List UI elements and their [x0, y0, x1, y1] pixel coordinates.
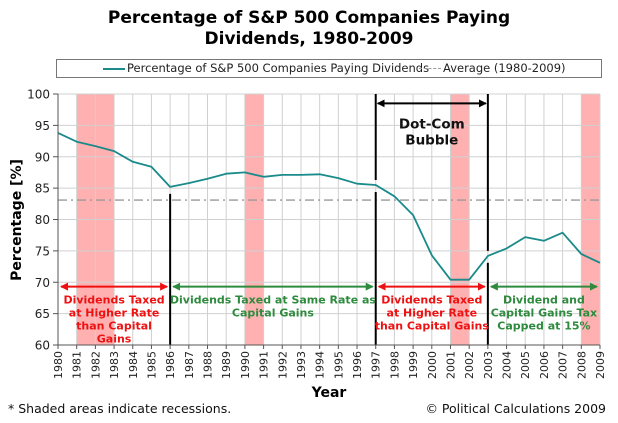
y-tick-label: 100	[27, 88, 50, 102]
x-tick-label: 1980	[52, 351, 65, 379]
footer-credit: © Political Calculations 2009	[425, 401, 606, 416]
y-tick-label: 60	[35, 339, 50, 353]
x-tick-label: 2002	[463, 351, 476, 379]
x-tick-label: 1994	[314, 351, 327, 379]
series-group	[57, 132, 601, 281]
era-label-line: Capital Gains	[232, 307, 314, 320]
y-tick-label: 70	[35, 276, 50, 290]
y-tick-label: 75	[35, 244, 50, 258]
x-tick-label: 2007	[557, 351, 570, 379]
x-tick-label: 2003	[482, 351, 495, 379]
x-tick-label: 1999	[407, 351, 420, 379]
x-tick-label: 1982	[89, 351, 102, 379]
x-axis-title: Year	[311, 385, 347, 401]
y-tick-label: 85	[35, 182, 50, 196]
legend-label-series: Percentage of S&P 500 Companies Paying D…	[127, 61, 430, 75]
x-tick-label: 2006	[538, 351, 551, 379]
x-tick-label: 2005	[519, 351, 532, 379]
x-tick-label: 1987	[183, 351, 196, 379]
x-tick-label: 1990	[239, 351, 252, 379]
x-tick-label: 2008	[575, 351, 588, 379]
chart-title-line2: Dividends, 1980-2009	[204, 29, 414, 49]
x-tick-label: 2004	[501, 351, 514, 379]
era-label-line: than Capital Gains	[375, 320, 490, 333]
y-axis-title: Percentage [%]	[9, 159, 25, 281]
era-label-line: at Higher Rate	[69, 307, 160, 320]
x-tick-label: 1993	[295, 351, 308, 379]
x-tick-label: 1989	[220, 351, 233, 379]
x-tick-label: 2009	[594, 351, 607, 379]
divider-group	[169, 94, 489, 345]
era-label-line: at Higher Rate	[387, 307, 478, 320]
era-label-line: than Capital	[76, 320, 152, 333]
x-tick-label: 1986	[164, 351, 177, 379]
legend-item-series: Percentage of S&P 500 Companies Paying D…	[103, 61, 429, 76]
x-tick-label: 1981	[71, 351, 84, 379]
chart-legend: Percentage of S&P 500 Companies Paying D…	[56, 59, 602, 78]
y-tick-label: 95	[35, 119, 50, 133]
x-tick-label: 1998	[388, 351, 401, 379]
x-tick-label: 1997	[370, 351, 383, 379]
x-tick-label: 1983	[108, 351, 121, 379]
x-tick-label: 1995	[332, 351, 345, 379]
axes-group: 60 65 70 75 80 85 90 95 100 1980 1981 1982 1983 1984 1…	[27, 88, 607, 380]
x-tick-label: 1992	[276, 351, 289, 379]
era-label-line: Dividends Taxed at Same Rate as	[170, 294, 376, 307]
era-label-line: Dividends Taxed	[63, 294, 164, 307]
x-tick-label: 1985	[145, 351, 158, 379]
legend-swatch-series	[103, 67, 125, 70]
era-label-line: Gains	[97, 333, 132, 346]
legend-swatch-average	[419, 68, 441, 69]
era-label-line: Dividends Taxed	[381, 294, 482, 307]
era-label-line: Capped at 15%	[497, 320, 590, 333]
x-tick-label: 1996	[351, 351, 364, 379]
x-tick-label: 2000	[426, 351, 439, 379]
x-tick-label: 1991	[258, 351, 271, 379]
y-tick-label: 90	[35, 150, 50, 164]
legend-item-average: Average (1980-2009)	[419, 61, 566, 76]
x-tick-label: 2001	[444, 351, 457, 379]
dotcom-label-line: Bubble	[405, 132, 458, 148]
chart-title-line1: Percentage of S&P 500 Companies Paying	[107, 8, 511, 28]
dotcom-label-line: Dot-Com	[399, 116, 465, 132]
chart-title: Percentage of S&P 500 Companies Paying D…	[0, 8, 618, 50]
series-line	[57, 132, 601, 281]
footer-note: * Shaded areas indicate recessions.	[8, 401, 232, 416]
x-tick-label: 1984	[127, 351, 140, 379]
y-tick-label: 80	[35, 213, 50, 227]
era-label-line: Capital Gains Tax	[491, 307, 597, 320]
y-tick-label: 65	[35, 307, 50, 321]
era-label-line: Dividend and	[503, 294, 585, 307]
x-tick-label: 1988	[202, 351, 215, 379]
legend-label-average: Average (1980-2009)	[443, 61, 566, 75]
